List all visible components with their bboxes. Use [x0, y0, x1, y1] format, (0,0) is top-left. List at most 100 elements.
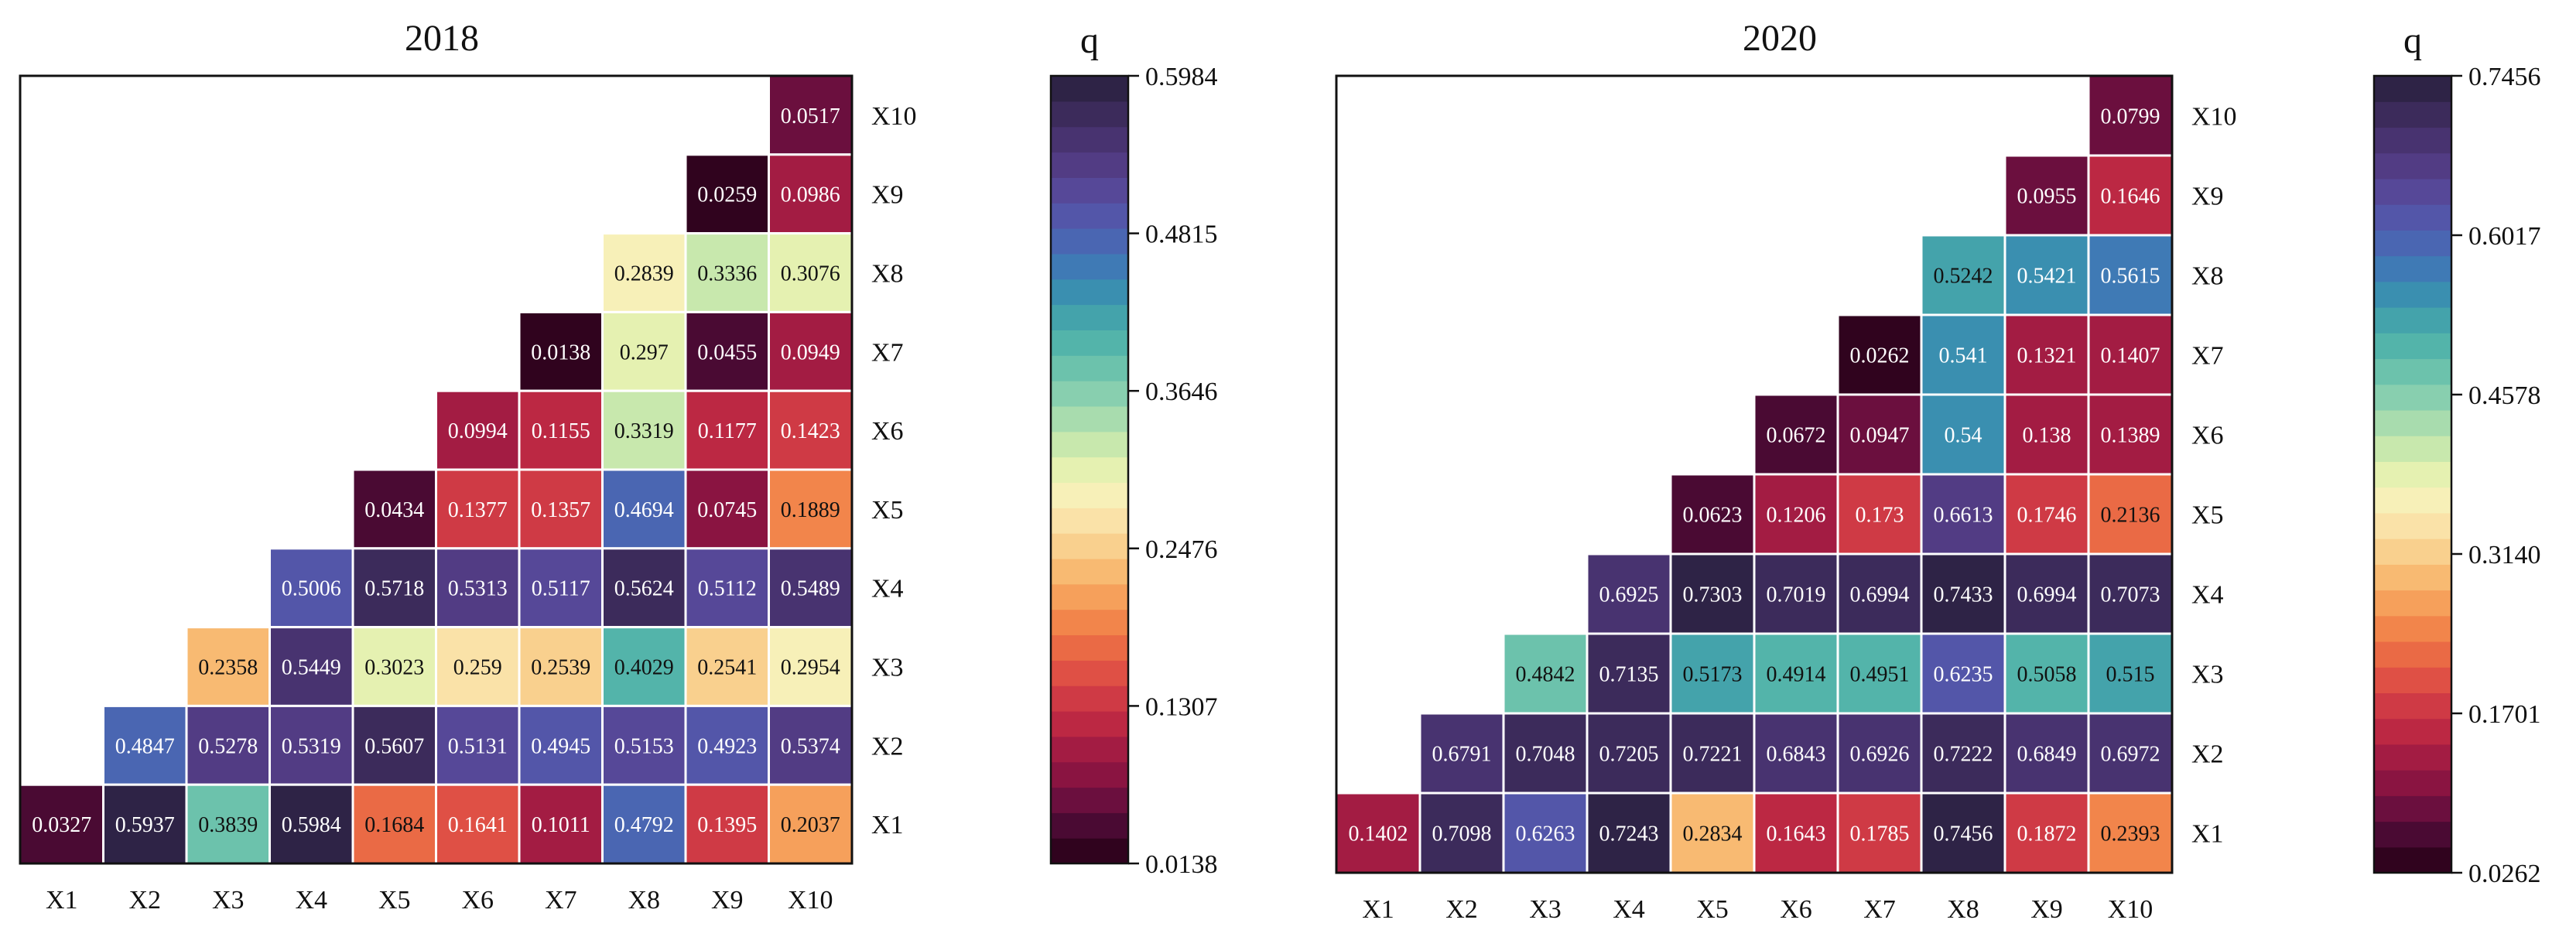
colorbar-segment: [2374, 409, 2451, 436]
x-tick-label: X2: [128, 886, 161, 915]
cell-value-label: 0.7222: [1934, 743, 1993, 767]
heatmap-cell: [684, 153, 770, 235]
colorbar-segment: [2374, 718, 2451, 745]
heatmap-cell: [1418, 792, 1505, 874]
cell-value-label: 0.1389: [2101, 424, 2160, 448]
cell-value-label: 0.4914: [1767, 663, 1826, 687]
colorbar-segment: [2374, 487, 2451, 514]
cell-value-label: 0.1889: [781, 498, 840, 522]
cell-value-label: 0.6235: [1934, 663, 1993, 687]
x-tick-label: X6: [461, 886, 494, 915]
heatmap-cell: [1335, 792, 1421, 874]
cell-value-label: 0.5624: [614, 577, 674, 601]
colorbar-segment: [2374, 795, 2451, 822]
colorbar-segment: [2374, 744, 2451, 771]
heatmap-cell: [2087, 552, 2174, 635]
colorbar-segment: [2374, 101, 2451, 128]
cell-value-label: 0.1746: [2017, 504, 2077, 528]
cell-value-label: 0.1321: [2017, 344, 2077, 368]
heatmap-cell: [2003, 473, 2090, 556]
colorbar-tick-label: 0.6017: [2468, 222, 2541, 251]
colorbar-segment: [1051, 355, 1128, 381]
cell-value-label: 0.5112: [698, 577, 757, 601]
colorbar-segment: [1051, 812, 1128, 839]
colorbar-segment: [2374, 204, 2451, 231]
cell-value-label: 0.5374: [781, 734, 840, 758]
cell-value-label: 0.0327: [32, 813, 91, 837]
colorbar-segment: [2374, 333, 2451, 360]
x-tick-label: X4: [1613, 895, 1645, 924]
cell-value-label: 0.1357: [531, 498, 590, 522]
colorbar-segment: [1051, 203, 1128, 229]
cell-value-label: 0.5173: [1683, 663, 1743, 687]
heatmap-cell: [1669, 632, 1756, 715]
cell-value-label: 0.6994: [2017, 583, 2077, 607]
y-tick-label: X10: [2191, 103, 2237, 132]
cell-value-label: 0.5278: [198, 734, 258, 758]
cell-value-label: 0.2037: [781, 813, 840, 837]
heatmap-cell: [1669, 792, 1756, 874]
colorbar-segment: [1051, 431, 1128, 458]
cell-value-label: 0.1785: [1850, 822, 1910, 846]
cell-value-label: 0.4951: [1850, 663, 1910, 687]
heatmap-cell: [2003, 552, 2090, 635]
cell-value-label: 0.7221: [1683, 743, 1743, 767]
x-tick-label: X6: [1780, 895, 1812, 924]
colorbar-tick-label: 0.1307: [1145, 692, 1218, 721]
cell-value-label: 0.0949: [781, 340, 840, 364]
y-tick-label: X7: [2191, 342, 2224, 371]
colorbar-segment: [1051, 787, 1128, 813]
colorbar-tick-label: 0.1701: [2468, 700, 2541, 729]
heatmap-cell: [2087, 792, 2174, 874]
colorbar-segment: [1051, 126, 1128, 153]
colorbar-segment: [2374, 281, 2451, 308]
colorbar-segment: [1051, 710, 1128, 737]
cell-value-label: 0.1206: [1767, 504, 1826, 528]
colorbar-segment: [2374, 821, 2451, 848]
colorbar-segment: [1051, 76, 1128, 102]
y-tick-label: X4: [871, 575, 904, 603]
chart-title: 2018: [405, 18, 479, 59]
colorbar-segment: [1051, 533, 1128, 559]
heatmap-cell: [1753, 632, 1839, 715]
y-tick-label: X1: [2191, 820, 2224, 849]
cell-value-label: 0.1423: [781, 419, 840, 443]
heatmap-cell: [2087, 313, 2174, 396]
colorbar-segment: [2374, 76, 2451, 102]
x-tick-label: X7: [545, 886, 577, 915]
colorbar-tick-label: 0.0138: [1145, 850, 1218, 879]
cell-value-label: 0.6972: [2101, 743, 2160, 767]
heatmap-cell: [1753, 473, 1839, 556]
colorbar-segment: [1051, 304, 1128, 330]
cell-value-label: 0.5313: [448, 577, 508, 601]
x-tick-label: X1: [46, 886, 78, 915]
heatmap-panel-2020: 2020 0.0799 0.0955 0.1646 0.5242 0.5421 0.561…: [1335, 18, 2541, 924]
cell-value-label: 0.7243: [1599, 822, 1659, 846]
cell-value-label: 0.6994: [1850, 583, 1910, 607]
cell-value-label: 0.0745: [697, 498, 757, 522]
colorbar-segment: [1051, 177, 1128, 203]
y-tick-label: X6: [871, 417, 904, 446]
colorbar-segment: [2374, 384, 2451, 411]
heatmap-cell: [1502, 792, 1589, 874]
heatmap-cell: [601, 310, 687, 392]
colorbar-segment: [1051, 330, 1128, 356]
cell-value-label: 0.0623: [1683, 504, 1743, 528]
heatmap-cell: [518, 704, 604, 786]
x-tick-label: X5: [1696, 895, 1729, 924]
heatmap-cell: [768, 74, 854, 156]
colorbar-segment: [1051, 583, 1128, 610]
cell-value-label: 0.0434: [364, 498, 424, 522]
cell-value-label: 0.0994: [448, 419, 508, 443]
cell-value-label: 0.6843: [1767, 743, 1826, 767]
y-tick-label: X2: [2191, 740, 2224, 769]
heatmap-cell: [102, 704, 188, 786]
cell-value-label: 0.2954: [781, 656, 840, 680]
heatmap-cell: [601, 783, 687, 865]
cell-value-label: 0.2136: [2101, 504, 2160, 528]
colorbar-segment: [2374, 512, 2451, 539]
cell-value-label: 0.6926: [1850, 743, 1910, 767]
y-tick-label: X3: [871, 654, 904, 682]
cell-value-label: 0.515: [2106, 663, 2155, 687]
